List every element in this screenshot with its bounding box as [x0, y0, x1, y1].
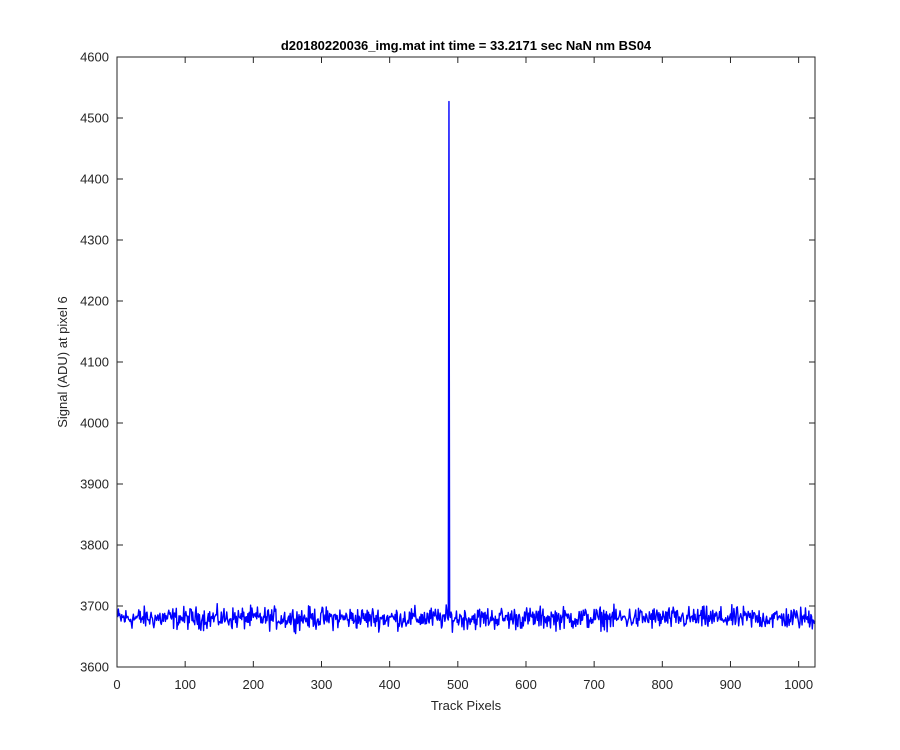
- y-tick-label: 4500: [80, 111, 109, 126]
- y-tick-label: 3900: [80, 477, 109, 492]
- x-tick-label: 0: [113, 677, 120, 692]
- x-axis-label: Track Pixels: [431, 698, 502, 713]
- x-tick-label: 900: [720, 677, 742, 692]
- y-tick-label: 4200: [80, 294, 109, 309]
- y-tick-label: 3700: [80, 599, 109, 614]
- y-axis-label: Signal (ADU) at pixel 6: [55, 296, 70, 428]
- x-tick-label: 500: [447, 677, 469, 692]
- plot-area: [117, 57, 815, 667]
- y-tick-label: 3600: [80, 660, 109, 675]
- x-tick-label: 800: [651, 677, 673, 692]
- y-tick-label: 4100: [80, 355, 109, 370]
- x-tick-label: 400: [379, 677, 401, 692]
- y-tick-label: 4600: [80, 50, 109, 65]
- y-tick-label: 4300: [80, 233, 109, 248]
- y-tick-label: 4400: [80, 172, 109, 187]
- plot-frame: [116, 56, 816, 668]
- x-tick-label: 300: [311, 677, 333, 692]
- chart-title: d20180220036_img.mat int time = 33.2171 …: [281, 38, 652, 53]
- x-tick-label: 700: [583, 677, 605, 692]
- series-line: [116, 100, 816, 635]
- y-tick-label: 4000: [80, 416, 109, 431]
- x-tick-label: 200: [242, 677, 264, 692]
- x-tick-label: 1000: [784, 677, 813, 692]
- x-axis-ticks: 0 100 200 300 400 500 600 700 800 900 1000: [113, 57, 813, 692]
- x-tick-label: 600: [515, 677, 537, 692]
- y-tick-label: 3800: [80, 538, 109, 553]
- y-axis-ticks: 3600 3700 3800 3900 4000 4100 4200 4300 4400 4500…: [80, 50, 815, 675]
- x-tick-label: 100: [174, 677, 196, 692]
